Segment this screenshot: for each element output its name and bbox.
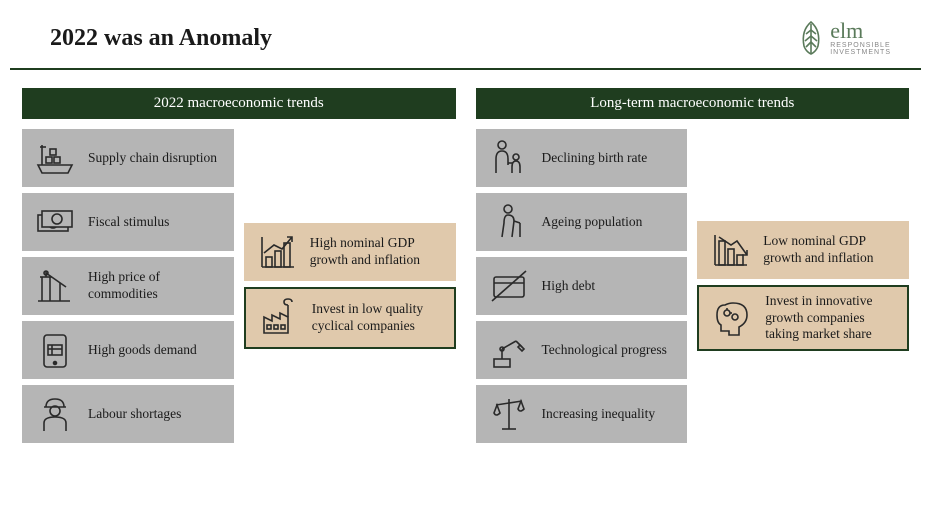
card-ageing: Ageing population (476, 193, 688, 251)
card-label: Labour shortages (88, 406, 181, 423)
card-label: Low nominal GDP growth and inflation (763, 233, 899, 267)
card-label: Supply chain disruption (88, 150, 217, 167)
card-label: Fiscal stimulus (88, 214, 169, 231)
card-invest-growth: Invest in innovative growth companies ta… (697, 285, 909, 352)
brain-icon (709, 295, 755, 341)
card-commodities: High price of commodities (22, 257, 234, 315)
card-label: Technological progress (542, 342, 667, 359)
worker-icon (32, 391, 78, 437)
logo: elm RESPONSIBLE INVESTMENTS (798, 20, 891, 56)
card-invest-cyclical: Invest in low quality cyclical companies (244, 287, 456, 349)
left-column: 2022 macroeconomic trends Supply chain d… (22, 88, 456, 443)
logo-name: elm (830, 20, 891, 42)
right-outcomes: Low nominal GDP growth and inflation Inv… (697, 129, 909, 443)
card-label: Declining birth rate (542, 150, 648, 167)
right-trends: Declining birth rate Ageing population H… (476, 129, 688, 443)
card-label: Increasing inequality (542, 406, 656, 423)
debt-icon (486, 263, 532, 309)
goods-icon (32, 327, 78, 373)
card-label: Invest in low quality cyclical companies (312, 301, 444, 335)
card-label: Ageing population (542, 214, 643, 231)
card-goods: High goods demand (22, 321, 234, 379)
page-title: 2022 was an Anomaly (50, 25, 272, 52)
divider (10, 68, 921, 70)
card-label: High debt (542, 278, 596, 295)
card-tech: Technological progress (476, 321, 688, 379)
chart-up-icon (254, 229, 300, 275)
chart-down-icon (707, 227, 753, 273)
logo-sub1: RESPONSIBLE (830, 42, 891, 49)
elderly-icon (486, 199, 532, 245)
card-gdp-high: High nominal GDP growth and inflation (244, 223, 456, 281)
leaf-icon (798, 20, 824, 56)
ship-icon (32, 135, 78, 181)
family-icon (486, 135, 532, 181)
columns: 2022 macroeconomic trends Supply chain d… (0, 88, 931, 443)
card-fiscal: Fiscal stimulus (22, 193, 234, 251)
card-debt: High debt (476, 257, 688, 315)
card-label: High nominal GDP growth and inflation (310, 235, 446, 269)
left-header: 2022 macroeconomic trends (22, 88, 456, 119)
left-trends: Supply chain disruption Fiscal stimulus … (22, 129, 234, 443)
oil-icon (32, 263, 78, 309)
money-icon (32, 199, 78, 245)
card-gdp-low: Low nominal GDP growth and inflation (697, 221, 909, 279)
card-supply-chain: Supply chain disruption (22, 129, 234, 187)
scales-icon (486, 391, 532, 437)
card-birthrate: Declining birth rate (476, 129, 688, 187)
right-header: Long-term macroeconomic trends (476, 88, 910, 119)
header: 2022 was an Anomaly elm RESPONSIBLE INVE… (0, 0, 931, 68)
card-label: High price of commodities (88, 269, 224, 303)
logo-sub2: INVESTMENTS (830, 49, 891, 56)
card-label: Invest in innovative growth companies ta… (765, 293, 897, 344)
card-labour: Labour shortages (22, 385, 234, 443)
left-outcomes: High nominal GDP growth and inflation In… (244, 129, 456, 443)
card-label: High goods demand (88, 342, 197, 359)
factory-icon (256, 295, 302, 341)
card-inequality: Increasing inequality (476, 385, 688, 443)
robot-icon (486, 327, 532, 373)
right-column: Long-term macroeconomic trends Declining… (476, 88, 910, 443)
